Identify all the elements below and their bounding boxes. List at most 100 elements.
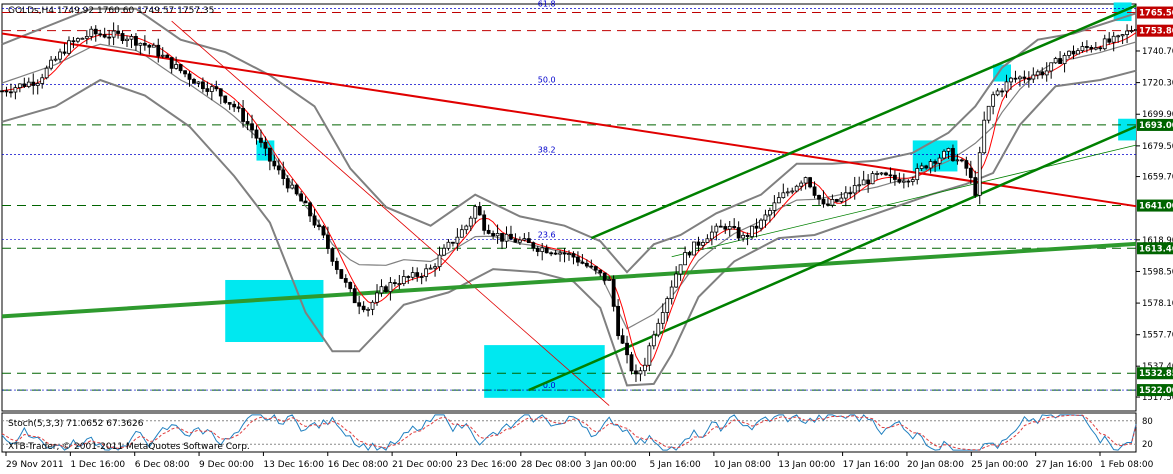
price-level-tag <box>1137 367 1173 380</box>
candle-body <box>687 252 692 256</box>
candle-body <box>986 105 991 121</box>
candle-body <box>817 194 821 200</box>
candle-body <box>879 172 884 175</box>
candle-body <box>884 172 888 176</box>
time-axis-label: 20 Jan 08:00 <box>907 460 964 470</box>
time-axis-label: 28 Dec 08:00 <box>521 460 582 470</box>
candle-body <box>933 161 937 164</box>
stochastic-pane <box>1 412 1137 453</box>
candle-body <box>893 174 897 180</box>
candle-body <box>607 279 612 281</box>
candle-body <box>326 234 330 249</box>
candle-body <box>116 30 120 34</box>
candle-body <box>625 342 629 356</box>
candle-body <box>821 198 826 205</box>
price-level-tag-label: 1522.00 <box>1139 386 1173 396</box>
fibonacci-level-label: 38.2 <box>538 145 556 154</box>
candle-body <box>84 36 89 39</box>
candle-body <box>214 86 219 90</box>
candle-body <box>13 87 18 93</box>
candle-body <box>781 192 786 199</box>
candle-body <box>424 268 429 277</box>
candle-body <box>634 370 638 375</box>
candle-body <box>955 159 960 162</box>
candle-body <box>629 354 634 372</box>
candle-body <box>660 312 665 324</box>
candle-body <box>401 276 406 284</box>
candle-body <box>459 229 464 238</box>
candle-body <box>223 95 228 103</box>
price-level-tag-label: 1613.46 <box>1139 244 1173 254</box>
candle-body <box>714 225 719 233</box>
candle-body <box>544 247 549 254</box>
stochastic-axis-label: 80 <box>1142 417 1153 427</box>
candle-body <box>125 38 129 41</box>
candle-body <box>772 202 777 211</box>
candle-body <box>1067 50 1071 56</box>
candle-body <box>517 239 522 243</box>
candle-body <box>35 83 40 86</box>
candle-body <box>593 266 598 271</box>
fibonacci-level-label: 50.0 <box>538 76 556 85</box>
price-axis-tick-label: 1598.50 <box>1142 267 1173 277</box>
highlight-zone <box>484 345 605 398</box>
candle-body <box>26 81 31 87</box>
candle-body <box>379 286 384 294</box>
price-level-tag <box>1137 199 1173 212</box>
candle-body <box>107 36 112 39</box>
candle-body <box>419 276 424 278</box>
candle-body <box>102 34 107 38</box>
candle-body <box>0 90 4 93</box>
candle-body <box>348 281 353 290</box>
candle-body <box>236 106 241 109</box>
time-axis-label: 1 Dec 16:00 <box>70 460 125 470</box>
candle-body <box>464 225 469 231</box>
candle-body <box>343 278 348 283</box>
candle-body <box>321 226 326 236</box>
candle-body <box>1111 35 1116 43</box>
candle-body <box>1040 71 1045 76</box>
candle-body <box>674 273 679 288</box>
candle-body <box>562 252 567 255</box>
candle-body <box>397 283 402 285</box>
candle-body <box>339 269 344 279</box>
bollinger-upper-band <box>1 7 1137 274</box>
time-axis-label: 13 Jan 00:00 <box>778 460 835 470</box>
price-level-tag <box>1137 6 1173 19</box>
candle-body <box>250 123 254 131</box>
candle-body <box>571 253 576 258</box>
candle-body <box>696 241 701 246</box>
time-axis-label: 6 Dec 08:00 <box>135 460 190 470</box>
candle-body <box>509 233 513 240</box>
highlight-zone <box>225 279 324 343</box>
candle-body <box>22 83 27 87</box>
candle-body <box>388 282 393 292</box>
candle-body <box>709 231 714 240</box>
candle-body <box>857 184 862 187</box>
candle-body <box>1089 46 1094 50</box>
candle-body <box>1125 30 1129 35</box>
candle-body <box>616 305 621 337</box>
candle-body <box>678 264 683 275</box>
candle-body <box>580 261 585 264</box>
candle-body <box>919 165 924 169</box>
candle-body <box>500 233 504 242</box>
price-axis-tick-label: 1537.40 <box>1142 362 1173 372</box>
candle-body <box>526 238 531 244</box>
candle-body <box>178 64 183 72</box>
candle-body <box>482 214 487 231</box>
candle-body <box>241 107 245 122</box>
candle-body <box>1107 38 1112 43</box>
candle-body <box>951 148 955 162</box>
candle-body <box>741 234 746 239</box>
candle-body <box>665 298 670 313</box>
candle-body <box>1018 76 1022 80</box>
candle-body <box>812 186 817 196</box>
candle-body <box>1076 50 1080 55</box>
candle-body <box>1098 47 1103 50</box>
candle-body <box>486 229 491 234</box>
candle-body <box>477 206 482 216</box>
symbol-header: GOLDs,H4 1749.92 1760.60 1749.57 1757.35 <box>8 6 214 16</box>
